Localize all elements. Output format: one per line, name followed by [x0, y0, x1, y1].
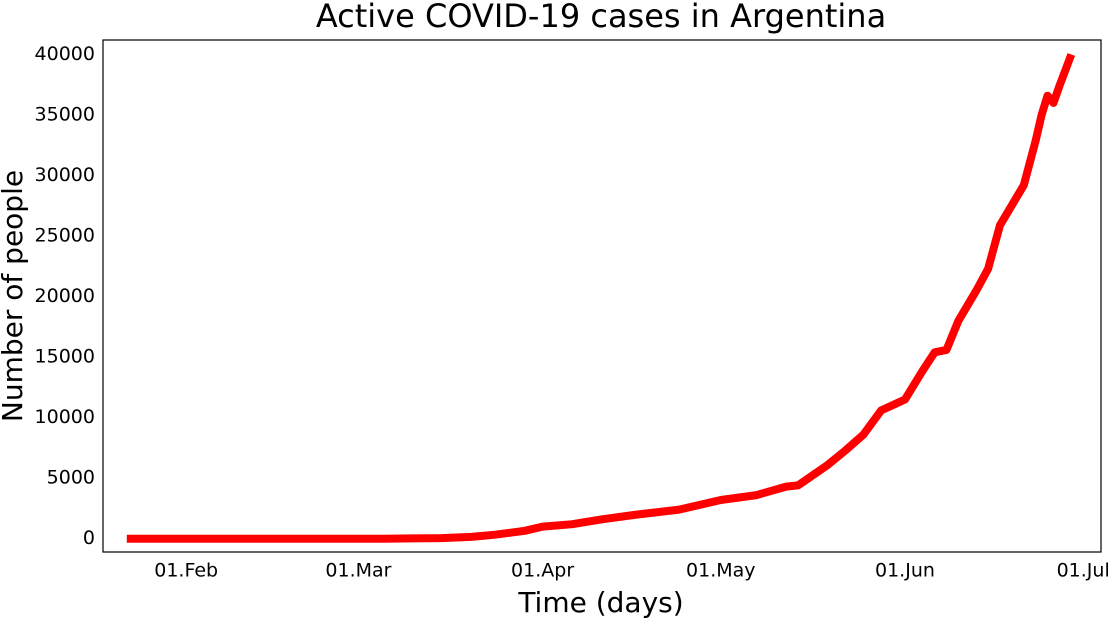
x-tick-label: 01.Apr	[511, 560, 574, 582]
y-axis-label: Number of people	[0, 170, 29, 422]
x-axis-label: Time (days)	[517, 586, 683, 619]
x-tick-label: 01.Feb	[154, 560, 218, 582]
y-tick-label: 35000	[35, 104, 95, 126]
y-tick-label: 15000	[35, 346, 95, 368]
chart-title: Active COVID-19 cases in Argentina	[316, 0, 886, 35]
x-tick-label: 01.Mar	[325, 560, 391, 582]
x-tick-label: 01.May	[686, 560, 756, 582]
plot-frame	[102, 39, 1102, 553]
y-tick-label: 30000	[35, 164, 95, 186]
y-tick-label: 25000	[35, 225, 95, 247]
x-tick-label: 01.Jul	[1057, 560, 1110, 582]
y-tick-label: 40000	[35, 43, 95, 65]
y-tick-label: 20000	[35, 285, 95, 307]
x-tick-label: 01.Jun	[875, 560, 935, 582]
y-tick-label: 5000	[47, 467, 95, 489]
y-tick-label: 0	[83, 527, 95, 549]
y-tick-label: 10000	[35, 406, 95, 428]
data-line	[126, 53, 1076, 543]
